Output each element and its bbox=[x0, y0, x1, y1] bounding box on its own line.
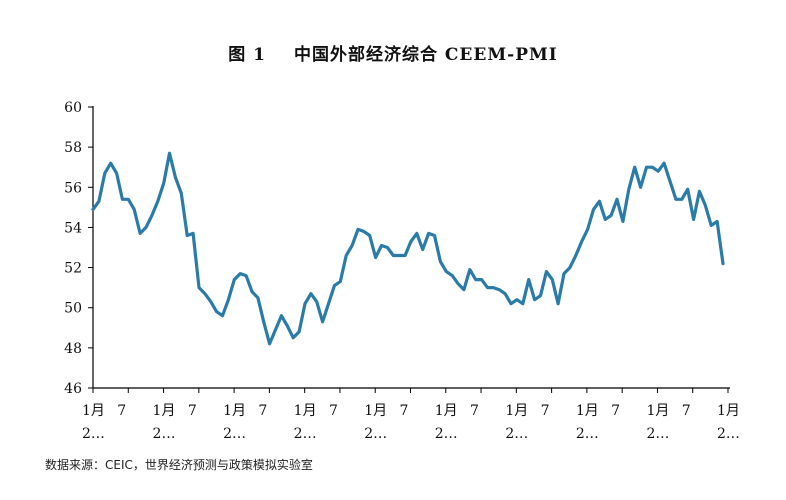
x-tick-label-year: 2… bbox=[435, 426, 458, 442]
x-tick-label: 1月 bbox=[646, 403, 669, 419]
y-tick-label: 48 bbox=[64, 341, 82, 357]
x-tick-label: 7 bbox=[188, 403, 197, 419]
x-tick-label: 7 bbox=[611, 403, 620, 419]
y-axis: 46 48 50 52 54 56 58 60 bbox=[64, 100, 94, 397]
y-tick-label: 56 bbox=[64, 180, 82, 196]
x-tick-label-year: 2… bbox=[223, 426, 246, 442]
y-tick-label: 58 bbox=[64, 140, 82, 156]
y-tick-label: 60 bbox=[64, 100, 82, 116]
y-tick-label: 52 bbox=[64, 261, 82, 277]
x-tick-label: 7 bbox=[117, 403, 126, 419]
x-tick-label: 1月 bbox=[435, 403, 458, 419]
x-axis: 1月 2… 7 1月 2… 7 1月 2… 7 1月 2… 7 1月 2… 7 1月 2… 7 1月 2… 7 1月 2… 7… bbox=[82, 387, 740, 442]
x-tick-label: 1月 bbox=[576, 403, 599, 419]
y-tick-label: 46 bbox=[64, 381, 82, 397]
x-tick-label: 7 bbox=[329, 403, 338, 419]
x-tick-label: 1月 bbox=[364, 403, 387, 419]
x-tick-label-year: 2… bbox=[576, 426, 599, 442]
x-tick-label: 7 bbox=[258, 403, 267, 419]
y-tick-label: 50 bbox=[64, 301, 82, 317]
series-line bbox=[91, 151, 725, 346]
figure-number: 图 1 bbox=[228, 45, 266, 65]
x-tick-label: 7 bbox=[400, 403, 409, 419]
series-layer bbox=[91, 151, 725, 346]
chart-title-text: 中国外部经济综合 CEEM-PMI bbox=[293, 45, 558, 65]
x-tick-label-year: 2… bbox=[364, 426, 387, 442]
x-tick-label: 1月 bbox=[717, 403, 740, 419]
chart-title: 图 1 中国外部经济综合 CEEM-PMI bbox=[0, 40, 786, 65]
x-tick-label: 1月 bbox=[294, 403, 317, 419]
x-tick-label-year: 2… bbox=[153, 426, 176, 442]
x-tick-label: 1月 bbox=[223, 403, 246, 419]
x-tick-label-year: 2… bbox=[82, 426, 105, 442]
x-tick-label: 7 bbox=[470, 403, 479, 419]
source-note: 数据来源：CEIC，世界经济预测与政策模拟实验室 bbox=[45, 458, 313, 472]
x-tick-label-year: 2… bbox=[505, 426, 528, 442]
x-tick-label: 7 bbox=[541, 403, 550, 419]
x-tick-label-year: 2… bbox=[294, 426, 317, 442]
x-tick-label: 1月 bbox=[505, 403, 528, 419]
x-tick-label: 1月 bbox=[82, 403, 105, 419]
x-tick-label: 1月 bbox=[153, 403, 176, 419]
y-tick-label: 54 bbox=[64, 220, 82, 236]
x-tick-label-year: 2… bbox=[646, 426, 669, 442]
x-tick-label: 7 bbox=[682, 403, 691, 419]
x-tick-label-year: 2… bbox=[717, 426, 740, 442]
